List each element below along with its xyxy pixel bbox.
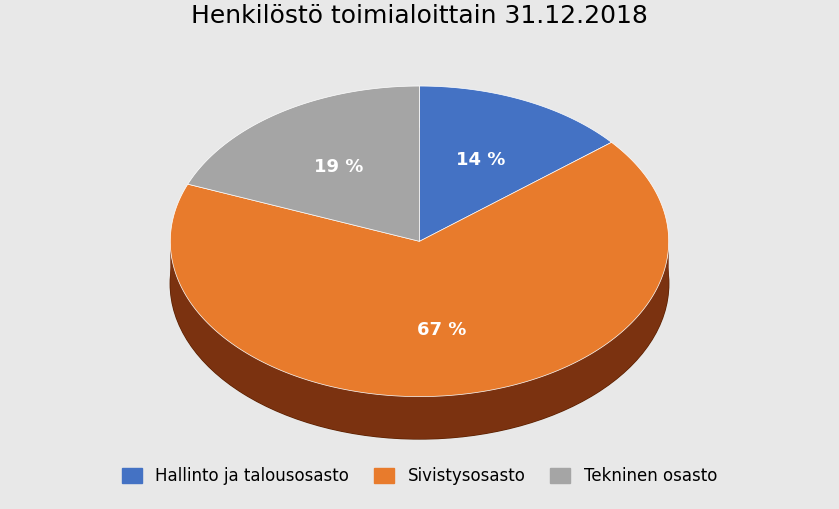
Text: 67 %: 67 % xyxy=(418,321,466,340)
Text: 19 %: 19 % xyxy=(314,158,363,176)
Polygon shape xyxy=(420,86,612,241)
Polygon shape xyxy=(188,86,420,241)
Polygon shape xyxy=(170,241,669,439)
Legend: Hallinto ja talousosasto, Sivistysosasto, Tekninen osasto: Hallinto ja talousosasto, Sivistysosasto… xyxy=(115,461,724,492)
Polygon shape xyxy=(170,143,669,397)
Ellipse shape xyxy=(170,128,669,439)
Title: Henkilöstö toimialoittain 31.12.2018: Henkilöstö toimialoittain 31.12.2018 xyxy=(191,4,648,28)
Text: 14 %: 14 % xyxy=(456,151,506,169)
